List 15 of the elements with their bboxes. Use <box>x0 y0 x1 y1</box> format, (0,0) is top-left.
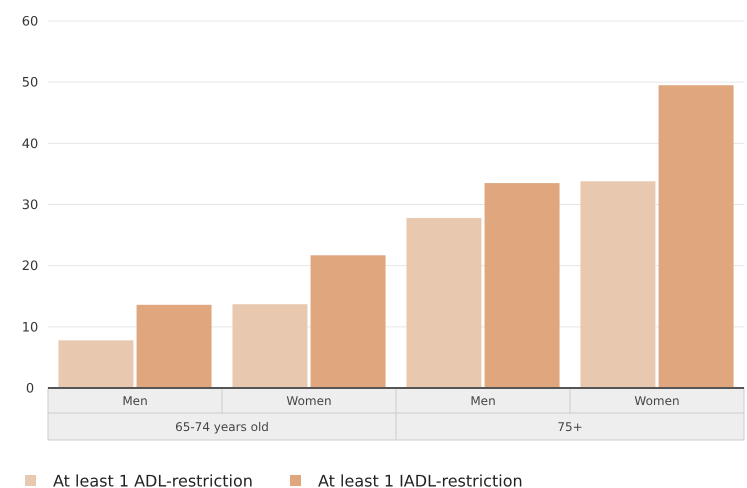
x-tick-label: Men <box>470 394 496 408</box>
y-tick-label: 40 <box>22 136 38 152</box>
y-tick-label: 30 <box>22 198 38 214</box>
legend-label: At least 1 IADL-restriction <box>318 472 523 488</box>
x-tick-label: Women <box>286 394 332 408</box>
legend-label: At least 1 ADL-restriction <box>53 472 253 488</box>
x-tick-label: Men <box>122 394 148 408</box>
y-tick-label: 10 <box>22 320 38 336</box>
y-tick-label: 50 <box>22 76 38 91</box>
text: 75+ <box>557 420 583 434</box>
y-tick-label: 0 <box>26 382 34 397</box>
text: 65-74 years old <box>175 420 269 434</box>
x-tick-label: Women <box>634 394 680 408</box>
y-tick-label: 60 <box>22 14 38 30</box>
y-tick-label: 20 <box>22 259 38 274</box>
